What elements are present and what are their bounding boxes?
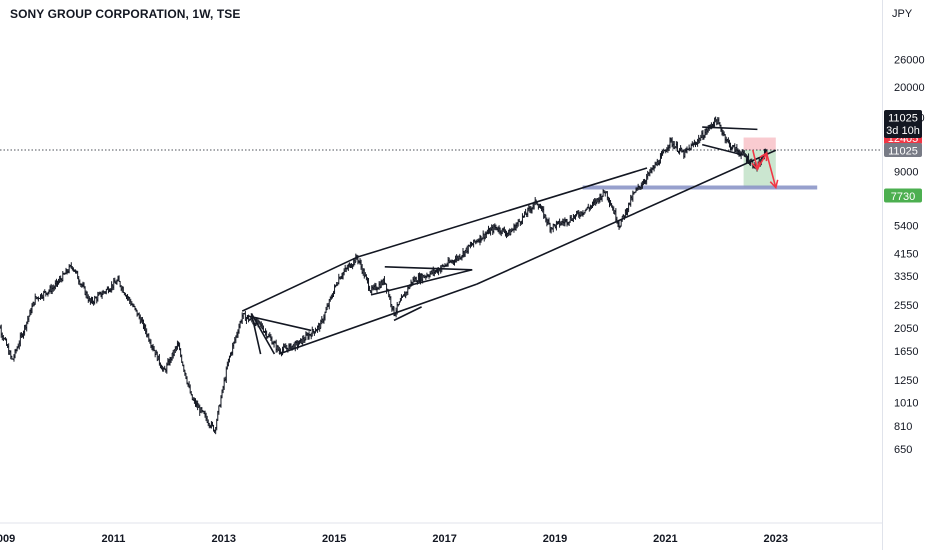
ohlc-bar xyxy=(521,213,524,225)
price-tick-label: 1010 xyxy=(894,398,918,410)
trendline xyxy=(702,126,758,131)
time-axis: 2009 2011 2013 2015 2017 2019 2021 2023 xyxy=(0,522,882,545)
time-tick-label: 2013 xyxy=(212,533,236,545)
price-tick-label: 2050 xyxy=(894,323,918,335)
last-price-badge-text: 11025 xyxy=(888,113,918,125)
current-price-badge-text: 11025 xyxy=(888,146,918,158)
time-tick-label: 2021 xyxy=(653,533,677,545)
trendline xyxy=(246,314,312,332)
current-price-badge xyxy=(884,143,922,157)
price-tick-label: 4150 xyxy=(894,248,918,260)
trendline xyxy=(356,167,648,258)
price-tick-label: 650 xyxy=(894,444,912,456)
last-price-badge-text: 3d 10h xyxy=(886,125,920,137)
price-tick-label: 5400 xyxy=(894,220,918,232)
trendline xyxy=(278,283,478,355)
price-tick-label: 9000 xyxy=(894,166,918,178)
price-tick-label: 26000 xyxy=(894,54,925,66)
trendline xyxy=(384,266,473,271)
price-tick-label: 810 xyxy=(894,421,912,433)
forecast-arrow-down xyxy=(751,161,761,171)
chart-title: SONY GROUP CORPORATION, 1W, TSE xyxy=(10,7,241,21)
trendline xyxy=(241,256,358,312)
target-low-badge-text: 7730 xyxy=(891,191,915,203)
time-tick-label: 2011 xyxy=(101,533,125,545)
price-bars xyxy=(0,116,768,435)
price-tick-label: 1250 xyxy=(894,375,918,387)
position-stop-zone xyxy=(743,137,776,150)
forecast-arrow-target xyxy=(769,179,779,190)
price-tick-label: 2550 xyxy=(894,300,918,312)
price-axis-currency-label: JPY xyxy=(892,8,913,20)
forecast-line xyxy=(752,149,777,188)
price-axis: JPY2600020000150009000700054004150335025… xyxy=(892,8,925,456)
last-price-badge xyxy=(884,110,922,138)
trendline xyxy=(702,143,744,156)
price-tick-label: 3350 xyxy=(894,271,918,283)
price-tick-label: 1650 xyxy=(894,346,918,358)
time-tick-label: 2023 xyxy=(764,533,788,545)
price-axis-separator xyxy=(882,0,883,550)
trendline xyxy=(476,149,777,285)
time-tick-label: 2009 xyxy=(0,533,15,545)
forecast-arrow-up xyxy=(759,151,768,162)
price-tick-label: 20000 xyxy=(894,82,925,94)
trendline xyxy=(370,269,473,296)
trendline xyxy=(393,306,422,322)
trendline xyxy=(250,312,276,355)
forecast-path xyxy=(751,149,779,190)
trendlines xyxy=(241,126,777,355)
trendline xyxy=(250,313,262,355)
time-tick-label: 2017 xyxy=(432,533,456,545)
time-tick-label: 2019 xyxy=(543,533,567,545)
target-low-badge xyxy=(884,188,922,203)
time-tick-label: 2015 xyxy=(322,533,346,545)
